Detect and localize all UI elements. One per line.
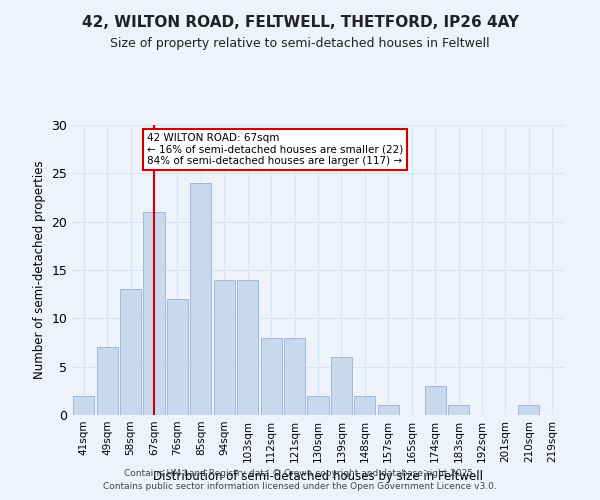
Bar [284, 338, 305, 415]
Bar [97, 348, 118, 415]
Bar [167, 299, 188, 415]
Text: Contains public sector information licensed under the Open Government Licence v3: Contains public sector information licen… [103, 482, 497, 491]
Bar [190, 183, 211, 415]
Text: 42, WILTON ROAD, FELTWELL, THETFORD, IP26 4AY: 42, WILTON ROAD, FELTWELL, THETFORD, IP2… [82, 15, 518, 30]
Bar [143, 212, 164, 415]
Bar [448, 406, 469, 415]
Text: Size of property relative to semi-detached houses in Feltwell: Size of property relative to semi-detach… [110, 38, 490, 51]
Bar [307, 396, 329, 415]
Bar [355, 396, 376, 415]
Bar [378, 406, 399, 415]
Y-axis label: Number of semi-detached properties: Number of semi-detached properties [33, 160, 46, 380]
Bar [260, 338, 281, 415]
Text: 42 WILTON ROAD: 67sqm
← 16% of semi-detached houses are smaller (22)
84% of semi: 42 WILTON ROAD: 67sqm ← 16% of semi-deta… [147, 132, 403, 166]
Bar [518, 406, 539, 415]
Text: Contains HM Land Registry data © Crown copyright and database right 2025.: Contains HM Land Registry data © Crown c… [124, 468, 476, 477]
Bar [237, 280, 258, 415]
Bar [73, 396, 94, 415]
Bar [331, 357, 352, 415]
Bar [214, 280, 235, 415]
Bar [120, 290, 141, 415]
X-axis label: Distribution of semi-detached houses by size in Feltwell: Distribution of semi-detached houses by … [153, 470, 483, 484]
Bar [425, 386, 446, 415]
